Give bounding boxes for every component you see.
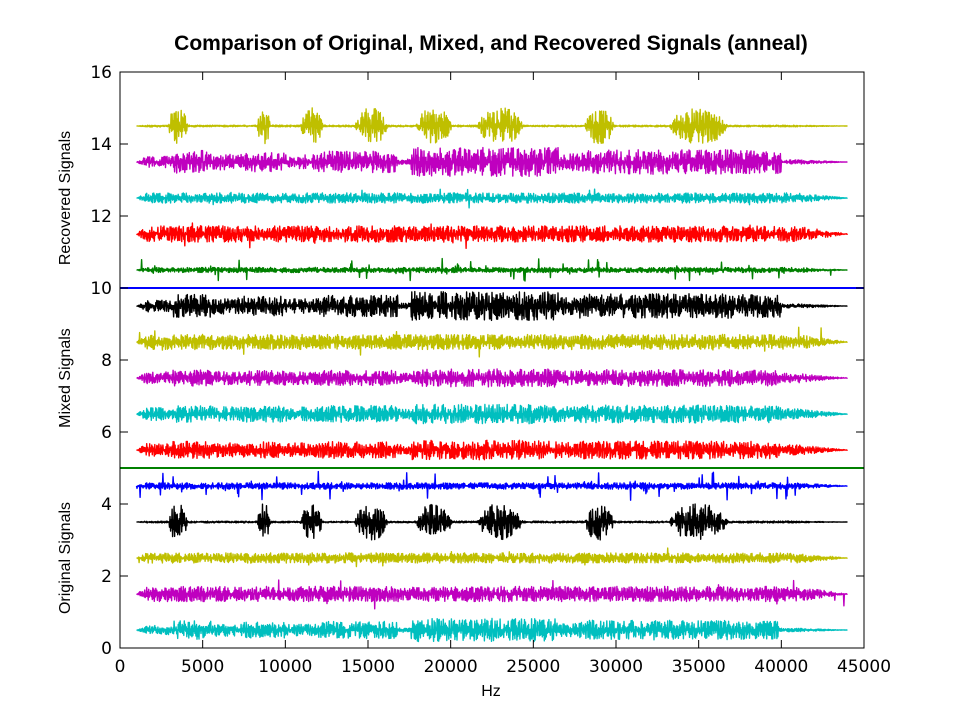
group-label: Original Signals bbox=[57, 502, 74, 614]
y-axis: 0 2 4 6 8 10 12 14 16 bbox=[90, 63, 864, 659]
group-label: Mixed Signals bbox=[57, 328, 74, 428]
x-tick-label: 15000 bbox=[341, 657, 395, 677]
signal-series-13 bbox=[136, 146, 848, 178]
signal-traces bbox=[135, 107, 849, 643]
x-tick-label: 45000 bbox=[837, 657, 891, 677]
y-tick-label: 14 bbox=[90, 135, 112, 155]
y-tick-label: 8 bbox=[101, 351, 112, 371]
y-tick-label: 12 bbox=[90, 207, 112, 227]
group-labels: Original Signals Mixed Signals Recovered S… bbox=[57, 131, 74, 614]
signal-series-5 bbox=[136, 439, 848, 461]
x-tick-label: 20000 bbox=[424, 657, 478, 677]
x-tick-label: 35000 bbox=[672, 657, 726, 677]
chart-title: Comparison of Original, Mixed, and Recov… bbox=[174, 32, 808, 55]
signal-series-9 bbox=[136, 290, 848, 322]
signal-series-6 bbox=[136, 403, 848, 425]
signal-series-0 bbox=[136, 617, 848, 643]
x-axis: 0 5000 10000 15000 20000 25000 30000 35000 40000… bbox=[115, 72, 891, 677]
x-tick-label: 5000 bbox=[181, 657, 224, 677]
y-tick-label: 4 bbox=[101, 495, 112, 515]
y-tick-label: 16 bbox=[90, 63, 112, 83]
signal-series-1 bbox=[136, 579, 848, 610]
y-tick-label: 10 bbox=[90, 279, 112, 299]
signal-series-12 bbox=[136, 188, 848, 209]
separator-lines bbox=[120, 287, 864, 469]
x-tick-label: 40000 bbox=[754, 657, 808, 677]
signal-series-3 bbox=[136, 503, 848, 541]
x-axis-label: Hz bbox=[481, 683, 501, 700]
y-tick-label: 6 bbox=[101, 423, 112, 443]
signal-series-2 bbox=[136, 547, 848, 568]
x-tick-label: 0 bbox=[115, 657, 126, 677]
signal-series-4 bbox=[135, 470, 848, 501]
x-tick-label: 25000 bbox=[506, 657, 560, 677]
y-tick-label: 2 bbox=[101, 567, 112, 587]
signal-series-14 bbox=[136, 107, 848, 145]
signal-series-7 bbox=[136, 368, 848, 388]
signal-series-8 bbox=[136, 326, 848, 358]
x-tick-label: 10000 bbox=[258, 657, 312, 677]
signal-series-11 bbox=[136, 222, 849, 250]
group-label: Recovered Signals bbox=[57, 131, 74, 265]
signal-series-10 bbox=[136, 257, 848, 282]
y-tick-label: 0 bbox=[101, 639, 112, 659]
x-tick-label: 30000 bbox=[589, 657, 643, 677]
